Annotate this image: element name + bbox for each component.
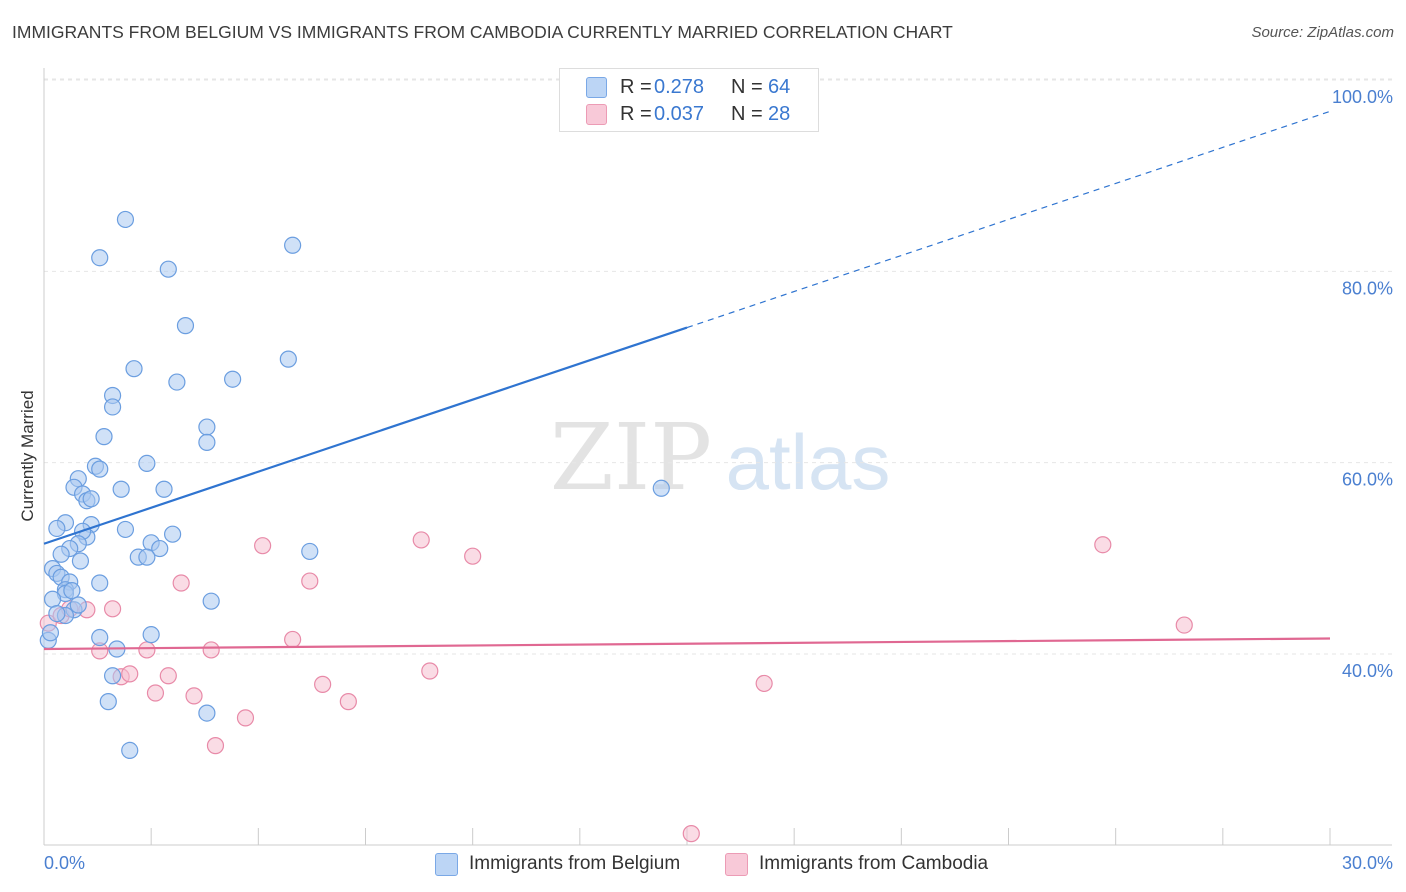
belgium-point [116,210,135,229]
belgium-point [279,350,297,368]
belgium-point [48,604,66,623]
belgium-point [224,370,242,388]
belgium-point [159,260,177,278]
belgium-point [82,490,100,508]
source-label: Source: ZipAtlas.com [1251,24,1394,41]
cambodia-point [103,600,122,618]
series-legend-label-belgium: Immigrants from Belgium [469,853,681,874]
cambodia-point [236,709,255,727]
belgium-point [112,480,130,498]
belgium-point [95,428,113,446]
belgium-point [176,317,195,335]
belgium-trend-line [43,326,688,545]
watermark-zip: ZIP [550,404,712,511]
belgium-point [652,479,670,497]
belgium-swatch [586,77,607,98]
belgium-point [138,548,156,566]
cambodia-legend-swatch [725,853,748,876]
legend-n-value-belgium: 64 [768,75,791,98]
belgium-point [142,626,160,644]
cambodia-point [138,641,156,659]
legend-n-label: N = [731,102,763,125]
belgium-point [198,704,216,722]
cambodia-point [314,675,332,693]
belgium-point [41,624,60,642]
belgium-point [63,582,81,600]
belgium-point [69,596,87,614]
y-tick-label-40: 40.0% [1342,661,1393,681]
watermark-atlas: atlas [726,418,891,506]
belgium-point [121,741,139,760]
belgium-point [103,667,122,685]
cambodia-point [755,674,773,693]
belgium-points [39,210,670,760]
trend-lines [43,110,1331,651]
cambodia-point [254,537,272,555]
cambodia-point [159,667,177,685]
belgium-point [91,460,109,478]
cambodia-point [172,574,190,592]
belgium-point [198,418,216,436]
legend-r-label: R = [620,75,652,98]
belgium-point [91,628,109,647]
cambodia-point [206,737,225,755]
belgium-trend-extension [686,110,1331,329]
cambodia-point [412,531,430,549]
cambodia-point [185,687,203,705]
belgium-point [43,590,62,608]
cambodia-point [284,630,302,649]
belgium-point [99,693,117,711]
cambodia-point [146,684,165,702]
x-tick-label-min: 0.0% [44,853,85,873]
belgium-point [284,236,302,254]
cambodia-point [202,641,220,659]
belgium-point [116,520,135,539]
cambodia-point [464,547,482,565]
belgium-point [91,574,109,592]
cambodia-trend-line [43,637,1331,651]
watermark: ZIP atlas [550,404,890,511]
cambodia-point [339,693,357,711]
belgium-point [301,542,319,561]
belgium-point [164,525,182,543]
belgium-point [125,360,143,378]
belgium-point [103,398,122,416]
belgium-point [151,539,169,558]
axes [43,68,1392,846]
grid-lines [44,78,1392,655]
belgium-point [91,249,109,267]
cambodia-point [1094,536,1112,554]
legend-n-label: N = [731,75,763,98]
belgium-point [202,592,220,610]
legend-r-value-cambodia: 0.037 [654,102,705,125]
chart-title: IMMIGRANTS FROM BELGIUM VS IMMIGRANTS FR… [12,22,953,42]
cambodia-point [421,662,439,680]
belgium-point [168,373,186,391]
belgium-point [52,545,70,563]
legend-n-value-cambodia: 28 [768,102,791,125]
y-tick-label-100: 100.0% [1332,87,1393,107]
belgium-point [155,480,173,498]
stats-legend: R = 0.278 N = 64 R = 0.037 N = 28 [559,68,819,132]
cambodia-point [682,825,700,843]
belgium-point [138,454,156,473]
cambodia-points [39,531,1193,843]
legend-r-label: R = [620,102,652,125]
belgium-legend-swatch [435,853,458,876]
y-axis-label: Currently Married [18,390,37,521]
x-tick-label-max: 30.0% [1342,853,1393,873]
y-tick-labels: 40.0% 60.0% 80.0% 100.0% [1332,87,1393,681]
cambodia-swatch [586,104,607,125]
cambodia-point [1175,616,1193,634]
series-legend-label-cambodia: Immigrants from Cambodia [759,853,989,874]
belgium-point [198,433,216,451]
belgium-point [71,552,90,570]
cambodia-point [121,665,139,683]
y-tick-label-60: 60.0% [1342,470,1393,490]
belgium-point [48,519,66,538]
y-tick-label-80: 80.0% [1342,278,1393,298]
cambodia-point [301,572,319,590]
legend-r-value-belgium: 0.278 [654,75,705,98]
